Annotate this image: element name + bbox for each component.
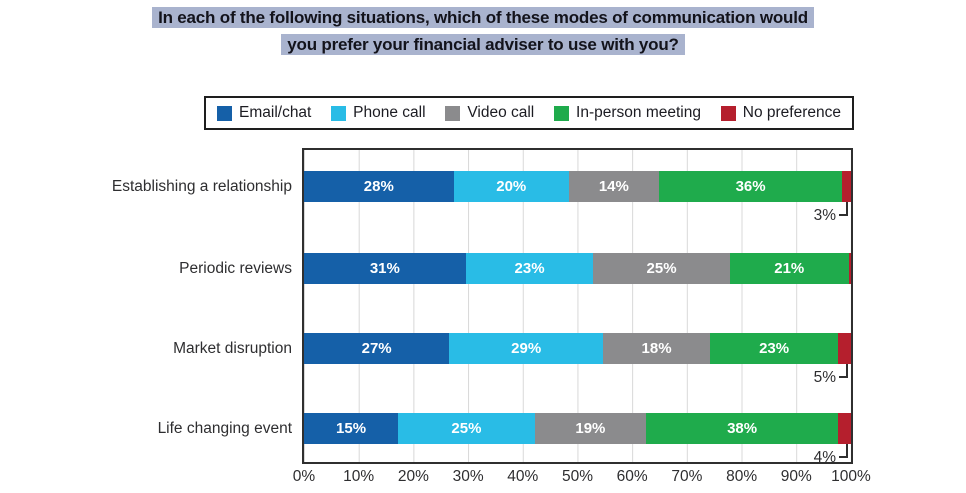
bar-segment: 25% [398, 413, 535, 444]
x-tick-label: 100% [831, 468, 871, 485]
x-tick-label: 40% [507, 468, 539, 485]
bar-segment-label: 28% [363, 178, 394, 195]
x-tick-label: 50% [561, 468, 594, 485]
legend-swatch-icon [445, 105, 461, 121]
x-tick-label: 0% [292, 468, 316, 485]
bar-segment: 14% [568, 171, 659, 202]
legend-swatch-icon [217, 105, 232, 121]
callout-connector [839, 364, 848, 378]
x-tick-label: 10% [343, 468, 375, 485]
bar-segment: 19% [534, 413, 646, 444]
legend-item-4: In-person meeting [554, 104, 701, 122]
bar-segment-label: 25% [646, 260, 677, 277]
chart-legend: Email/chat Phone call Video call In-person … [204, 96, 854, 130]
x-tick-label: 70% [671, 468, 703, 485]
category-label: Life changing event [157, 420, 292, 437]
plot-area: 28% 20% 14% 36% 3% 31% 23% 25% 21% 27% 29% 18% 23% 5%… [302, 148, 853, 466]
bar-segment: 25% [593, 253, 730, 284]
bar-segment-label: 19% [575, 420, 606, 437]
bar-segment-label: 36% [735, 178, 766, 195]
legend-label: Email/chat [239, 104, 312, 121]
bar-segment: 31% [304, 253, 466, 284]
callout: 3% [814, 202, 848, 224]
bar-segment: 28% [304, 171, 454, 202]
bar-segment: 23% [465, 253, 594, 284]
legend-label: Video call [467, 104, 535, 121]
bar-segment: 18% [603, 333, 710, 364]
legend-swatch-icon [720, 105, 736, 121]
bar-segment-label: 38% [727, 420, 758, 437]
bar-segment: 36% [658, 171, 843, 202]
callout: 5% [814, 364, 848, 386]
legend-item-5: No preference [720, 104, 841, 122]
legend-item-1: Email/chat [217, 104, 311, 122]
legend-item-2: Phone call [331, 104, 426, 122]
bar-segment [838, 333, 852, 364]
bar-segment: 23% [709, 333, 839, 364]
bar-segment-label: 14% [598, 178, 629, 195]
bar-segment: 15% [304, 413, 399, 444]
callout-label: 3% [813, 207, 836, 224]
bar-row: 27% 29% 18% 23% [304, 333, 852, 364]
bar-segment [842, 171, 851, 202]
x-tick-label: 20% [397, 468, 429, 485]
bar-segment-label: 20% [496, 178, 527, 195]
bar-segment: 21% [729, 253, 849, 284]
legend-swatch-icon [554, 105, 570, 121]
callout-label: 5% [813, 369, 836, 386]
callout-connector [839, 202, 848, 216]
legend-swatch-icon [331, 105, 347, 121]
bar-segment-label: 21% [774, 260, 805, 277]
legend-label: No preference [742, 104, 841, 121]
bar-segment-label: 31% [369, 260, 400, 277]
title-line-1: In each of the following situations, whi… [0, 4, 966, 31]
bar-segment: 29% [449, 333, 604, 364]
x-tick-label: 80% [726, 468, 758, 485]
legend-item-3: Video call [445, 104, 534, 122]
callout-label: 4% [813, 449, 836, 466]
bar-segment: 27% [304, 333, 450, 364]
category-label: Market disruption [173, 340, 292, 357]
bar-segment: 20% [453, 171, 569, 202]
x-axis: 0% 10% 20% 30% 40% 50% 60% 70% 80% 90% 100% [293, 468, 871, 488]
x-tick-label: 30% [452, 468, 484, 485]
bar-segment [848, 253, 851, 284]
bar-segment-label: 27% [361, 340, 392, 357]
category-label: Establishing a relationship [111, 178, 292, 195]
bar-segment-label: 18% [641, 340, 672, 357]
title-line-2: you prefer your financial adviser to use… [0, 31, 966, 58]
bar-segment [838, 413, 852, 444]
bar-segment-label: 25% [451, 420, 482, 437]
x-tick-label: 90% [780, 468, 812, 485]
bar-segment-label: 29% [511, 340, 542, 357]
bar-segment-label: 15% [336, 420, 367, 437]
legend-label: In-person meeting [576, 104, 701, 121]
bar-segment-label: 23% [759, 340, 790, 357]
callout: 4% [814, 444, 848, 466]
page-title: In each of the following situations, whi… [0, 4, 966, 58]
bar-row: 28% 20% 14% 36% [304, 171, 851, 202]
x-tick-label: 60% [616, 468, 648, 485]
bar-row: 31% 23% 25% 21% [304, 253, 851, 284]
bar-segment: 38% [645, 413, 839, 444]
bar-row: 15% 25% 19% 38% [304, 413, 852, 444]
category-label: Periodic reviews [179, 260, 292, 277]
legend-label: Phone call [353, 104, 426, 121]
callout-connector [839, 444, 848, 458]
bar-segment-label: 23% [514, 260, 545, 277]
